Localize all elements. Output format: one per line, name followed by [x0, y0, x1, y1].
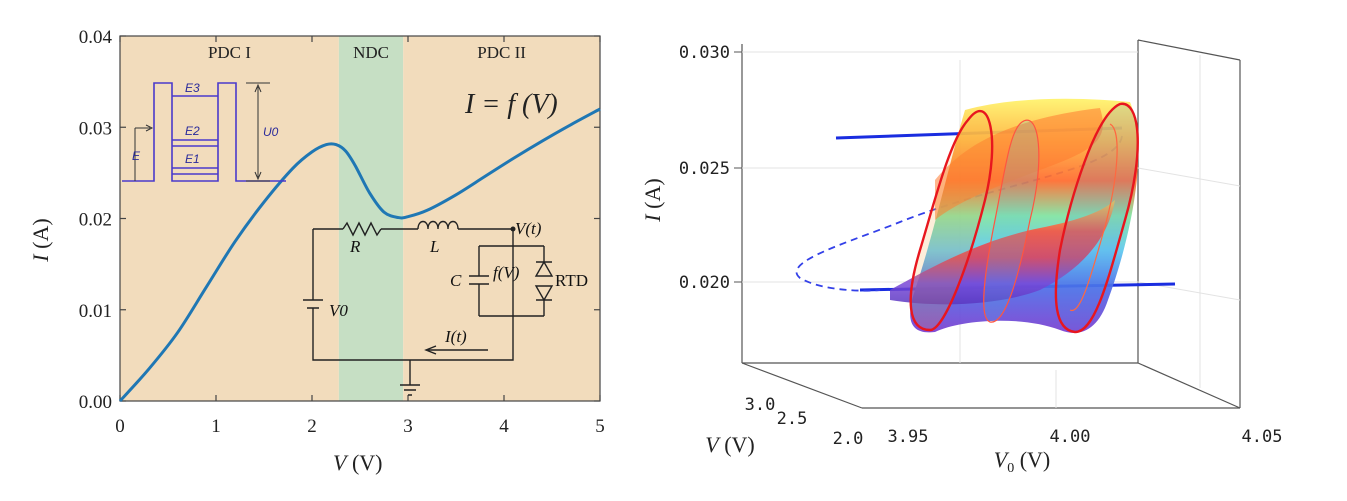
- y3d-tick-label-2: 0.030: [679, 43, 730, 63]
- region-1: [338, 36, 404, 401]
- quantum-well-inset: [122, 82, 286, 182]
- y-axis-label-3d: I (A): [640, 178, 665, 222]
- device-function-label: f(V): [493, 263, 520, 282]
- region-label-2: PDC II: [477, 43, 526, 62]
- resistor-symbol: [342, 221, 382, 237]
- device-label: RTD: [555, 271, 588, 290]
- capacitor-label: C: [450, 271, 462, 290]
- inset-arrows: [134, 82, 270, 182]
- rtd-circuit: [303, 220, 554, 396]
- inductor-symbol: [417, 220, 459, 230]
- level-label-e2: E2: [185, 124, 200, 138]
- y-tick-label-1: 0.01: [79, 301, 112, 322]
- z3d-tick-label-2: 2.0: [833, 429, 864, 449]
- node-dot: [510, 226, 516, 232]
- source-label: V0: [329, 301, 348, 320]
- y3d-tick-label-0: 0.020: [679, 273, 730, 293]
- x3d-tick-label-0: 3.95: [888, 427, 929, 447]
- region-label-1: NDC: [353, 43, 389, 62]
- x-tick-label-2: 2: [307, 416, 317, 437]
- x-tick-label-4: 4: [499, 416, 509, 437]
- ground-symbol: [400, 360, 420, 396]
- resistor-label: R: [349, 237, 361, 256]
- current-label: I(t): [444, 327, 467, 346]
- limit-cycle-rings: [909, 102, 1139, 334]
- well-profile: [122, 82, 286, 182]
- y-tick-label-2: 0.02: [79, 210, 112, 231]
- x3d-tick-label-2: 4.05: [1242, 427, 1283, 447]
- z-axis-label-3d: V (V): [705, 432, 755, 457]
- y-tick-label-0: 0.00: [79, 392, 112, 413]
- level-label-e1: E1: [185, 152, 200, 166]
- inductor-label: L: [429, 237, 439, 256]
- x-axis-label-3d: V0 (V): [994, 447, 1051, 476]
- current-arrow-head: [424, 345, 437, 355]
- node-label: V(t): [515, 219, 542, 238]
- limit-cycle-surface: [890, 98, 1139, 333]
- y3d-tick-label-1: 0.025: [679, 159, 730, 179]
- y-tick-label-3: 0.03: [79, 118, 112, 139]
- region-label-0: PDC I: [208, 43, 251, 62]
- rtd-symbol: [534, 246, 554, 316]
- capacitor-symbol: [469, 246, 489, 316]
- barrier-label: U0: [263, 125, 279, 139]
- phase-space-3d-chart: 0.020 0.025 0.030 3.95 4.00 4.05 3.02.5 2.0 V…: [640, 39, 1283, 476]
- level-label-e3: E3: [185, 81, 200, 95]
- wire-loop: [312, 229, 514, 361]
- region-0: [120, 36, 339, 401]
- y-tick-label-4: 0.04: [79, 27, 113, 48]
- x-tick-label-1: 1: [211, 416, 221, 437]
- x-axis-label: V (V): [333, 450, 383, 475]
- energy-label: E: [132, 149, 141, 163]
- x-tick-label-0: 0: [115, 416, 125, 437]
- series-line-iv: [118, 107, 601, 403]
- x-tick-label-5: 5: [595, 416, 605, 437]
- x-tick-label-3: 3: [403, 416, 413, 437]
- curve-label: I = f (V): [464, 89, 558, 120]
- x3d-tick-label-1: 4.00: [1050, 427, 1091, 447]
- z3d-tick-label-0: 3.0: [745, 395, 776, 415]
- iv-curve-chart: PDC I NDC PDC II 0 1 2 3 4 5 0.00 0.01 0.02 0.03 0.…: [28, 27, 605, 475]
- region-2: [403, 36, 600, 401]
- z3d-tick-label-1: 2.5: [777, 409, 808, 429]
- axes-box: [741, 39, 1241, 409]
- y-axis-label: I (A): [28, 218, 53, 262]
